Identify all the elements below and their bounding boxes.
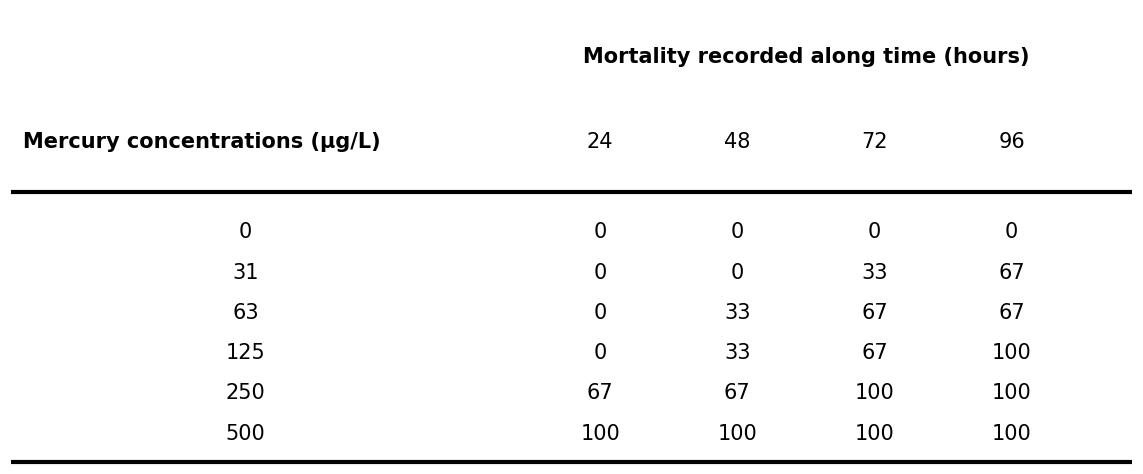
- Text: 100: 100: [855, 383, 894, 403]
- Text: 0: 0: [1005, 222, 1018, 242]
- Text: 72: 72: [861, 132, 888, 152]
- Text: 0: 0: [868, 222, 881, 242]
- Text: 67: 67: [861, 303, 888, 323]
- Text: 96: 96: [998, 132, 1025, 152]
- Text: 0: 0: [593, 263, 607, 283]
- Text: 0: 0: [593, 303, 607, 323]
- Text: 100: 100: [992, 424, 1031, 444]
- Text: 67: 67: [861, 343, 888, 363]
- Text: 0: 0: [239, 222, 253, 242]
- Text: 33: 33: [861, 263, 888, 283]
- Text: Mercury concentrations (μg/L): Mercury concentrations (μg/L): [23, 132, 381, 152]
- Text: 250: 250: [226, 383, 265, 403]
- Text: 0: 0: [730, 263, 744, 283]
- Text: 0: 0: [593, 343, 607, 363]
- Text: 67: 67: [586, 383, 614, 403]
- Text: 31: 31: [232, 263, 259, 283]
- Text: 0: 0: [730, 222, 744, 242]
- Text: 100: 100: [718, 424, 757, 444]
- Text: 67: 67: [724, 383, 751, 403]
- Text: 100: 100: [855, 424, 894, 444]
- Text: 100: 100: [992, 383, 1031, 403]
- Text: 33: 33: [724, 343, 751, 363]
- Text: 100: 100: [992, 343, 1031, 363]
- Text: 48: 48: [724, 132, 751, 152]
- Text: 24: 24: [586, 132, 614, 152]
- Text: 67: 67: [998, 263, 1025, 283]
- Text: 100: 100: [581, 424, 620, 444]
- Text: 67: 67: [998, 303, 1025, 323]
- Text: Mortality recorded along time (hours): Mortality recorded along time (hours): [583, 47, 1029, 67]
- Text: 63: 63: [232, 303, 259, 323]
- Text: 125: 125: [226, 343, 265, 363]
- Text: 33: 33: [724, 303, 751, 323]
- Text: 0: 0: [593, 222, 607, 242]
- Text: 500: 500: [226, 424, 265, 444]
